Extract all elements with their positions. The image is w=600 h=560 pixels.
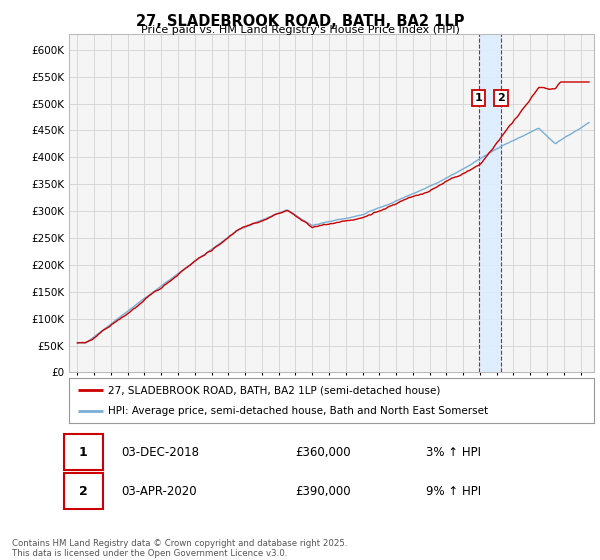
- Text: 9% ↑ HPI: 9% ↑ HPI: [426, 485, 481, 498]
- Text: £360,000: £360,000: [295, 446, 350, 459]
- Bar: [479, 34, 501, 372]
- Text: Price paid vs. HM Land Registry's House Price Index (HPI): Price paid vs. HM Land Registry's House …: [140, 25, 460, 35]
- Text: 3% ↑ HPI: 3% ↑ HPI: [426, 446, 481, 459]
- Text: 2: 2: [497, 93, 505, 103]
- FancyBboxPatch shape: [64, 434, 103, 470]
- Text: 27, SLADEBROOK ROAD, BATH, BA2 1LP: 27, SLADEBROOK ROAD, BATH, BA2 1LP: [136, 14, 464, 29]
- Text: 27, SLADEBROOK ROAD, BATH, BA2 1LP (semi-detached house): 27, SLADEBROOK ROAD, BATH, BA2 1LP (semi…: [109, 385, 441, 395]
- Text: 1: 1: [475, 93, 482, 103]
- Text: 1: 1: [79, 446, 88, 459]
- FancyBboxPatch shape: [64, 473, 103, 510]
- Text: 03-APR-2020: 03-APR-2020: [121, 485, 197, 498]
- Text: Contains HM Land Registry data © Crown copyright and database right 2025.
This d: Contains HM Land Registry data © Crown c…: [12, 539, 347, 558]
- Text: HPI: Average price, semi-detached house, Bath and North East Somerset: HPI: Average price, semi-detached house,…: [109, 405, 488, 416]
- Text: 03-DEC-2018: 03-DEC-2018: [121, 446, 199, 459]
- Text: 2: 2: [79, 485, 88, 498]
- Text: £390,000: £390,000: [295, 485, 350, 498]
